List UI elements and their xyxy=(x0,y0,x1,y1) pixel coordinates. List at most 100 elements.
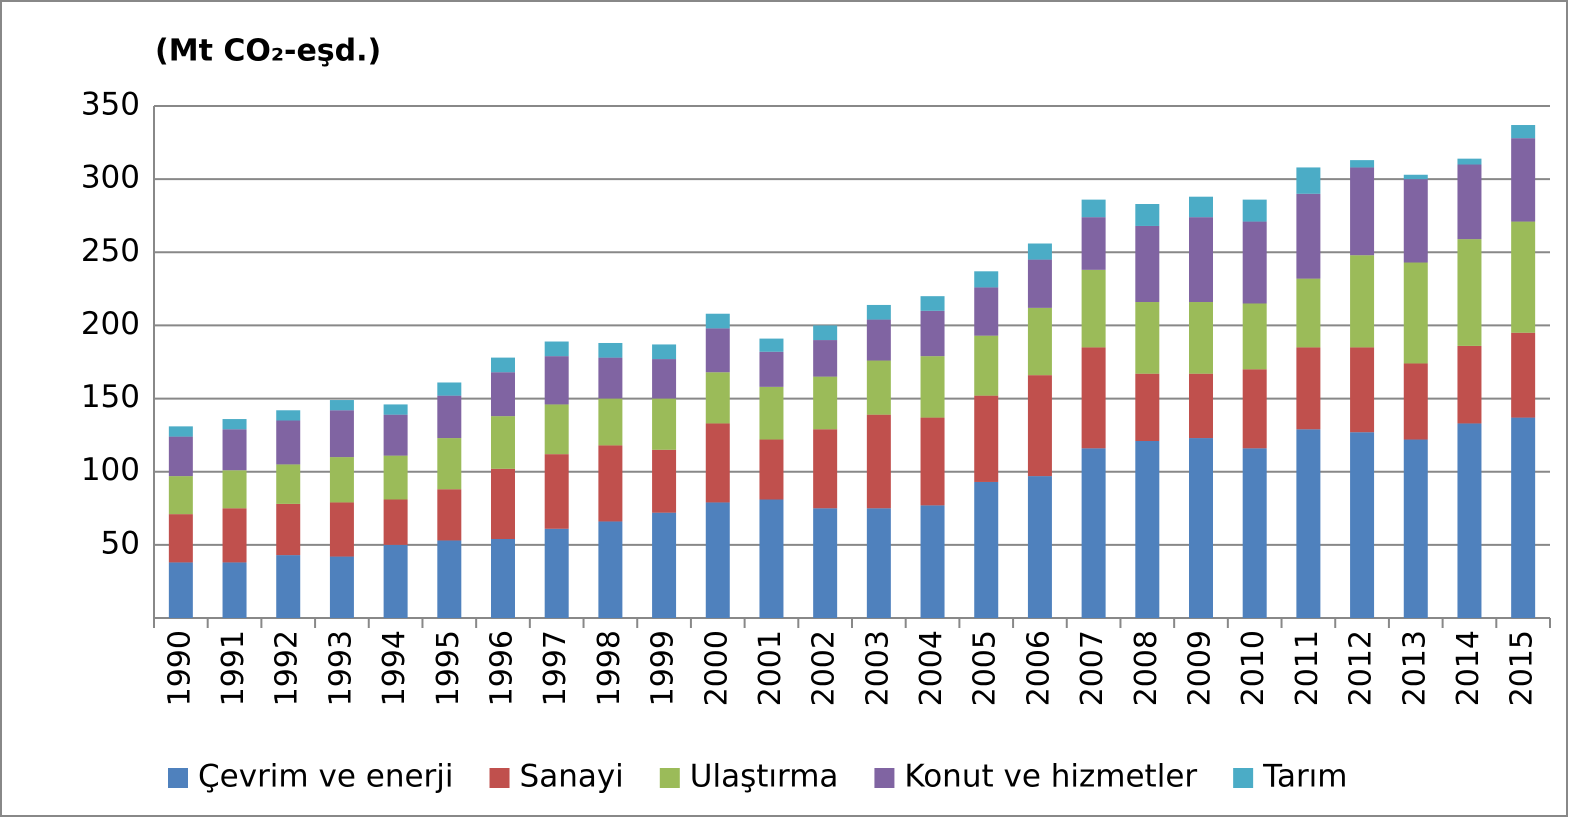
x-tick-label: 1991 xyxy=(216,630,251,706)
bar-segment xyxy=(222,562,247,618)
bar-segment xyxy=(974,271,999,288)
bar-segment xyxy=(813,340,838,377)
x-tick-label: 2001 xyxy=(753,630,788,706)
bar-segment xyxy=(383,404,408,415)
bar-segment xyxy=(437,395,462,439)
bar-segment xyxy=(1457,345,1482,424)
bar-segment xyxy=(1081,199,1106,218)
bar-segment xyxy=(383,544,408,618)
bar-segment xyxy=(329,400,354,411)
bar-segment xyxy=(1511,138,1536,222)
bar-segment xyxy=(652,398,677,450)
x-tick-label: 2005 xyxy=(968,630,1003,706)
bar-segment xyxy=(437,382,462,396)
bar-segment xyxy=(491,468,515,540)
y-tick-label: 200 xyxy=(81,306,140,342)
bar-segment xyxy=(168,426,193,437)
legend-label: Ulaştırma xyxy=(690,759,839,795)
bar-segment xyxy=(544,404,569,455)
bar-segment xyxy=(1081,448,1106,618)
bar-segment xyxy=(813,508,838,618)
x-tick-label: 1993 xyxy=(323,630,358,706)
bar-segment xyxy=(598,342,623,358)
bar-segment xyxy=(1189,196,1213,218)
bar-segment xyxy=(1027,307,1052,376)
bar-segment xyxy=(705,328,730,373)
x-tick-label: 1996 xyxy=(485,630,520,706)
bar-segment xyxy=(705,423,730,503)
x-tick-label: 2009 xyxy=(1183,630,1218,706)
bar-segment xyxy=(1296,278,1321,348)
x-tick-label: 2013 xyxy=(1397,630,1432,706)
bar-segment xyxy=(1457,158,1482,165)
bar-segment xyxy=(168,514,193,563)
bar-segment xyxy=(759,386,784,440)
bar-segment xyxy=(1135,225,1160,303)
bar-segment xyxy=(866,508,891,618)
legend-swatch xyxy=(1233,768,1254,788)
bar-segment xyxy=(437,540,462,618)
bar-segment xyxy=(974,395,999,482)
x-tick-label: 2006 xyxy=(1021,630,1056,706)
bar-segment xyxy=(276,464,301,504)
bar-segment xyxy=(705,372,730,424)
legend-swatch xyxy=(874,768,895,788)
x-tick-label: 2002 xyxy=(807,630,842,706)
bar-segment xyxy=(866,414,891,509)
bar-segment xyxy=(1457,164,1482,240)
legend-label: Konut ve hizmetler xyxy=(904,759,1197,795)
bar-segment xyxy=(974,481,999,618)
x-tick-label: 1999 xyxy=(646,630,681,706)
bar-segment xyxy=(1242,303,1267,370)
bar-segment xyxy=(383,499,408,545)
legend-label: Çevrim ve enerji xyxy=(198,759,454,795)
y-tick-label: 250 xyxy=(81,233,140,269)
bar-segment xyxy=(1242,199,1267,222)
bar-segment xyxy=(1189,302,1213,374)
bar-segment xyxy=(1403,439,1428,618)
bar-segment xyxy=(1403,179,1428,263)
bar-segment xyxy=(1027,243,1052,260)
x-tick-label: 2015 xyxy=(1505,630,1540,706)
x-tick-label: 2004 xyxy=(914,630,949,706)
bar-segment xyxy=(222,508,247,563)
bar-segment xyxy=(1081,347,1106,449)
x-tick-label: 1994 xyxy=(377,630,412,706)
bar-segment xyxy=(813,429,838,509)
bar-segment xyxy=(1511,221,1536,333)
bar-segment xyxy=(329,502,354,557)
x-tick-label: 2008 xyxy=(1129,630,1164,706)
bar-segment xyxy=(1027,259,1052,308)
bar-segment xyxy=(1511,332,1536,418)
bar-segment xyxy=(1511,417,1536,618)
bar-segment xyxy=(168,562,193,618)
bar-segment xyxy=(652,344,677,360)
bar-segment xyxy=(866,360,891,415)
bar-segment xyxy=(1135,440,1160,618)
bar-segment xyxy=(598,398,623,446)
bar-segment xyxy=(598,445,623,522)
bar-segment xyxy=(544,356,569,405)
bar-segment xyxy=(1350,432,1375,618)
bar-segment xyxy=(491,539,515,618)
bar-segment xyxy=(920,310,945,357)
bar-segment xyxy=(1189,438,1213,618)
legend-swatch xyxy=(489,768,510,788)
bar-segment xyxy=(544,528,569,618)
bar-segment xyxy=(437,438,462,490)
bar-segment xyxy=(1189,373,1213,439)
legend-label: Tarım xyxy=(1262,759,1347,795)
bar-segment xyxy=(222,470,247,509)
bar-segment xyxy=(1457,239,1482,346)
bar-segment xyxy=(222,419,247,430)
bar-segment xyxy=(168,476,193,515)
bar-segment xyxy=(974,287,999,336)
bar-segment xyxy=(1081,269,1106,348)
legend-label: Sanayi xyxy=(520,759,624,795)
bar-segment xyxy=(1403,174,1428,180)
bar-segment xyxy=(491,416,515,469)
bar-segment xyxy=(813,376,838,430)
bar-segment xyxy=(652,512,677,618)
bar-segment xyxy=(329,410,354,458)
